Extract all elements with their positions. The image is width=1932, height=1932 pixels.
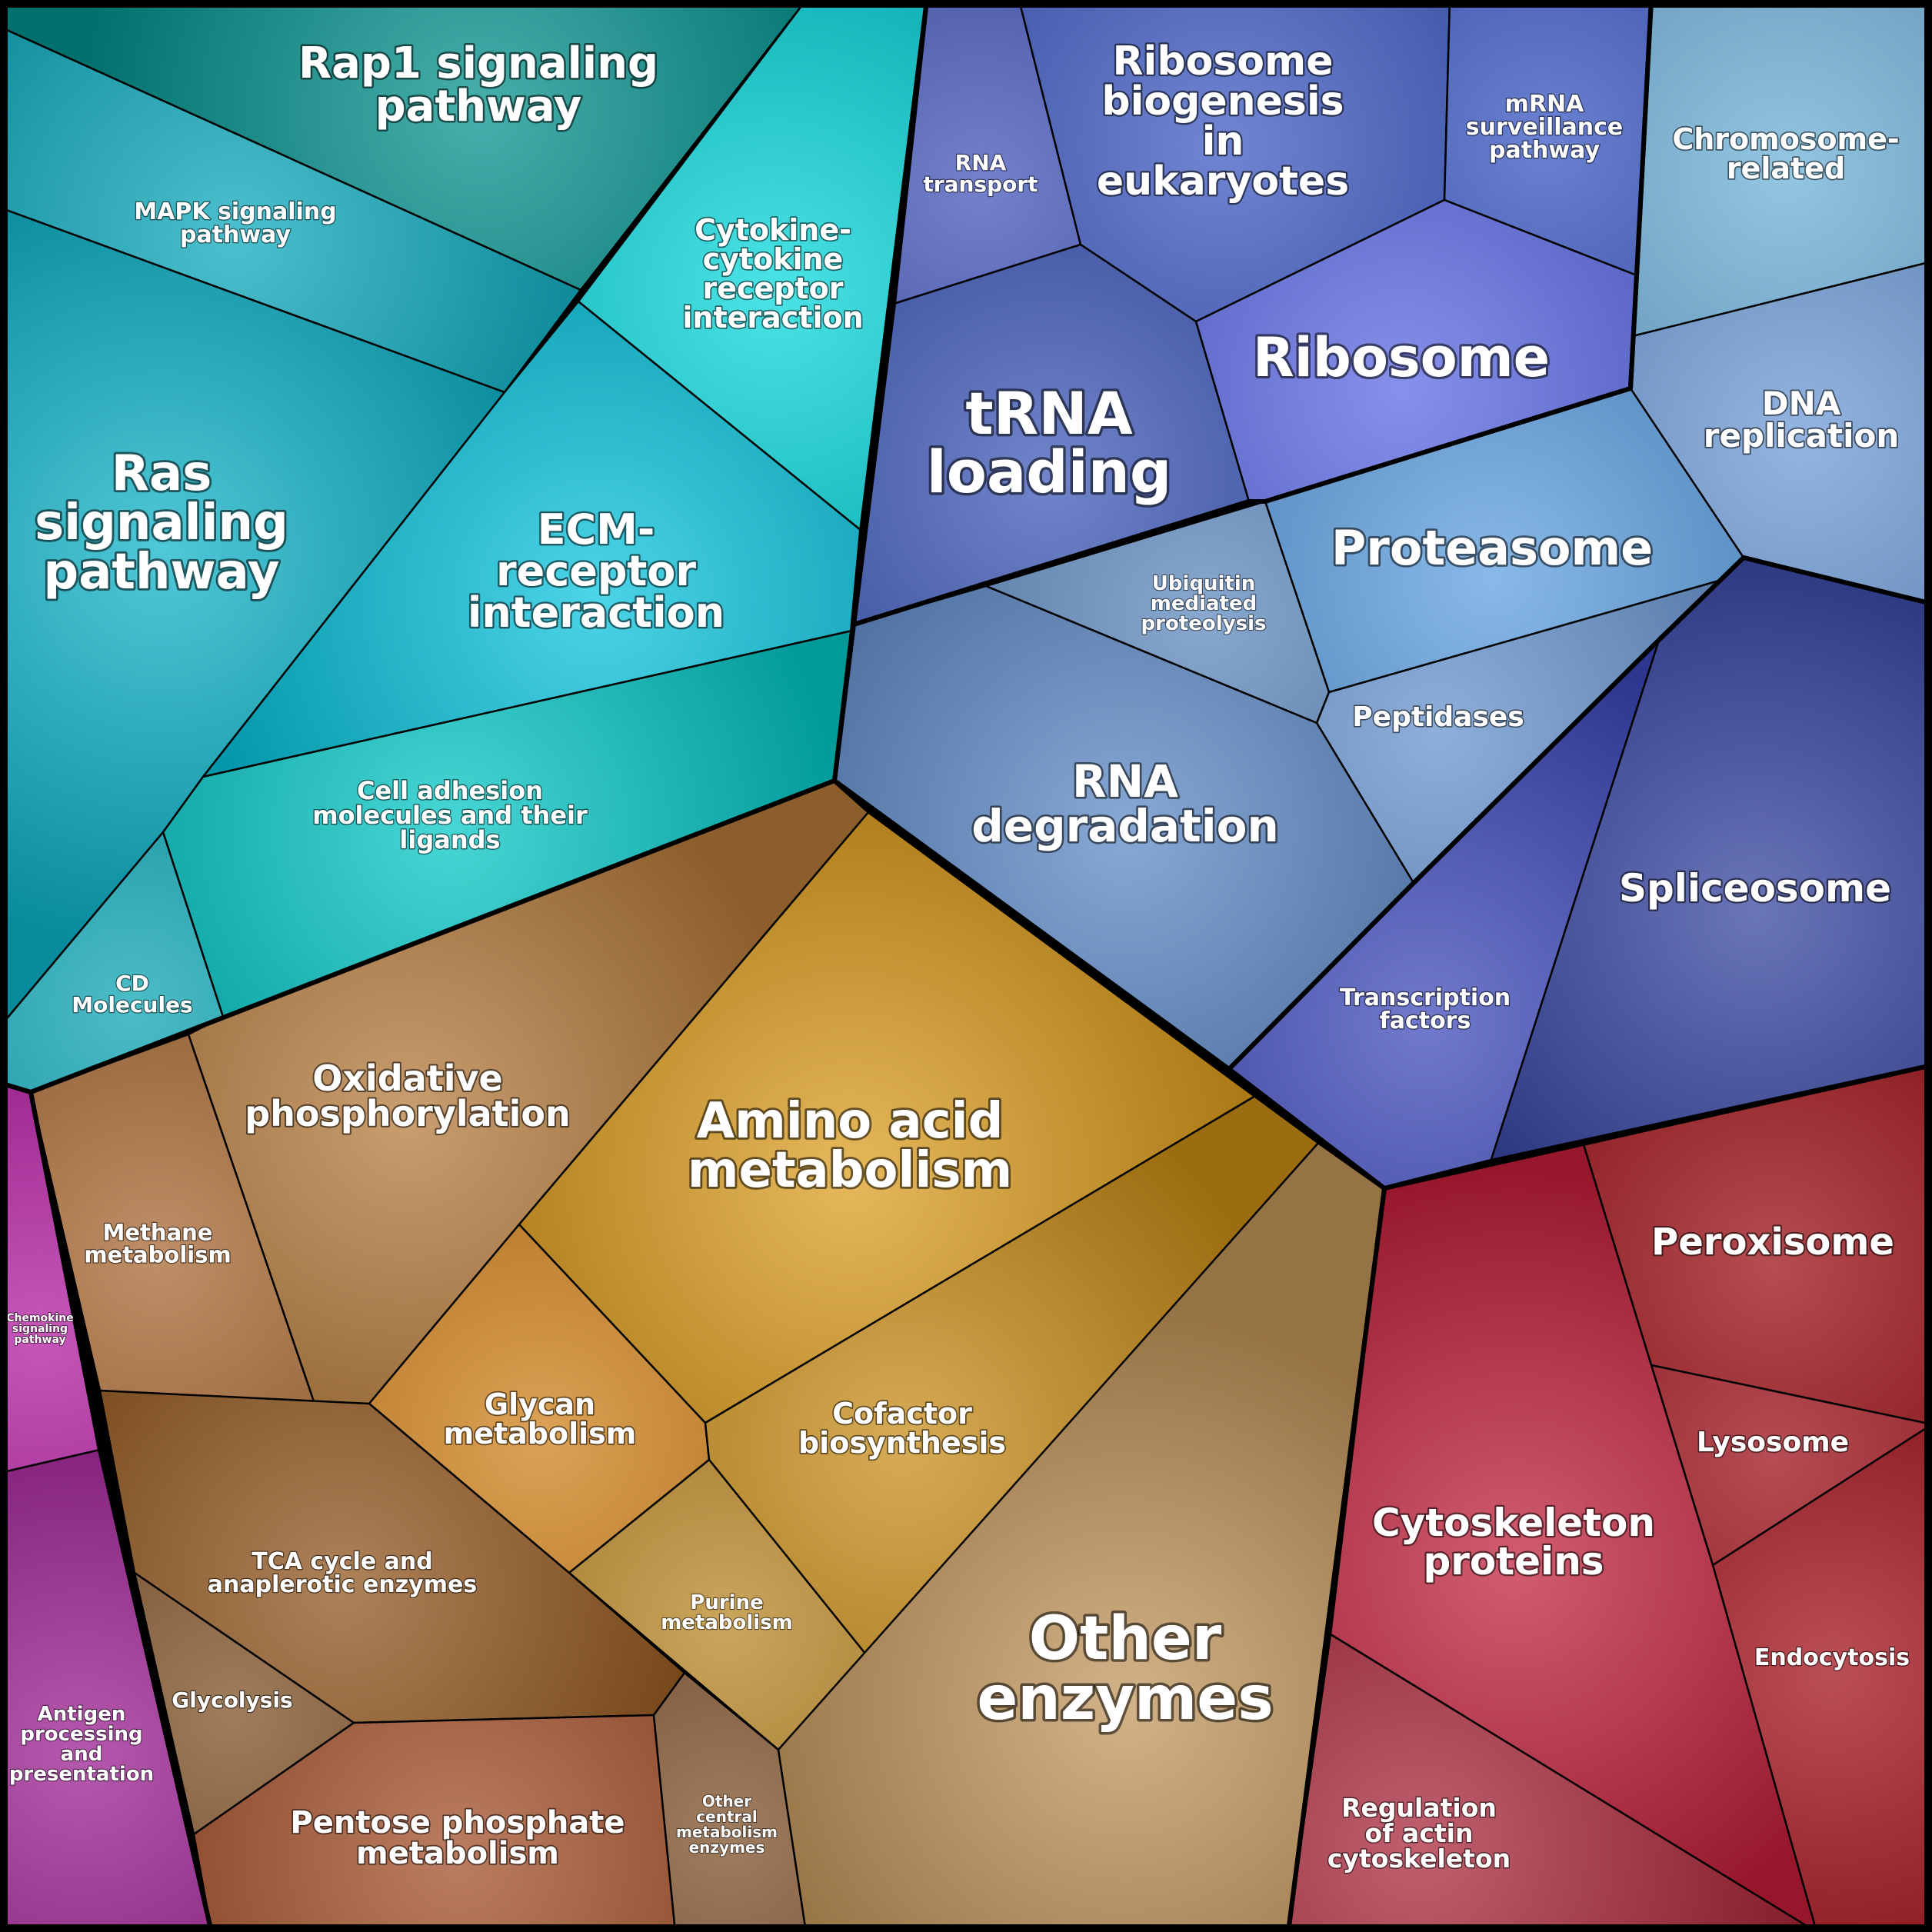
cell-label-oxphos: Oxidative phosphorylation xyxy=(245,1058,571,1134)
cell-label-endocytosis: Endocytosis xyxy=(1754,1644,1910,1671)
group-border-cellular xyxy=(1286,1063,1932,1932)
cell-label-methane: Methane metabolism xyxy=(84,1220,231,1268)
cell-label-rnadeg: RNA degradation xyxy=(971,755,1279,852)
cell-label-purine: Purine metabolism xyxy=(661,1591,793,1634)
cell-label-antigen: Antigen processing and presentation xyxy=(9,1703,154,1786)
cell-label-rap1: Rap1 signaling pathway xyxy=(298,38,658,132)
cell-label-peroxisome: Peroxisome xyxy=(1651,1221,1894,1264)
cell-label-cofactor: Cofactor biosynthesis xyxy=(798,1397,1006,1460)
cell-label-ribosome: Ribosome xyxy=(1253,326,1550,389)
cell-antigen xyxy=(0,1448,213,1932)
cell-label-chemokine: Chemokine signaling pathway xyxy=(6,1312,74,1346)
cell-label-proteasome: Proteasome xyxy=(1331,520,1653,576)
cell-label-mrna: mRNA surveillance pathway xyxy=(1466,91,1624,164)
cell-label-glycolysis: Glycolysis xyxy=(172,1687,292,1713)
cell-label-pentose: Pentose phosphate metabolism xyxy=(290,1805,625,1871)
cell-label-peptidases: Peptidases xyxy=(1352,701,1524,733)
cell-label-ecm: ECM-receptor interaction xyxy=(468,505,724,637)
cell-label-othercentral: Other central metabolism enzymes xyxy=(676,1792,778,1857)
labels-layer: Rap1 signaling pathway MAPK signaling pathw… xyxy=(5,36,1910,1874)
cell-label-lysosome: Lysosome xyxy=(1697,1427,1849,1458)
cell-label-cd: CD Molecules xyxy=(72,971,192,1018)
cell-label-chromosome: Chromosome-related xyxy=(1672,122,1899,185)
cell-label-mapk: MAPK signaling pathway xyxy=(134,198,336,248)
cell-label-cytokine: Cytokine-cytokine receptor interaction xyxy=(682,213,863,335)
cell-label-dnarep: DNA replication xyxy=(1704,385,1900,455)
cell-label-tca: TCA cycle and anaplerotic enzymes xyxy=(208,1548,477,1598)
cell-label-spliceosome: Spliceosome xyxy=(1619,866,1891,911)
cell-label-transcription: Transcription factors xyxy=(1340,984,1511,1034)
cell-label-trna: tRNA loading xyxy=(927,379,1172,506)
cell-label-celladh: Cell adhesion molecules and their ligands xyxy=(312,776,588,854)
group-border-immune xyxy=(0,1081,214,1932)
cell-label-cytoskel: Cytoskeleton proteins xyxy=(1372,1501,1655,1584)
cell-label-actin: Regulation of actin cytoskeleton xyxy=(1327,1793,1511,1874)
cell-label-aminoacid: Amino acid metabolism xyxy=(688,1093,1012,1199)
cell-label-ras: Ras signaling pathway xyxy=(35,445,288,601)
cell-label-ribobio: Ribosome biogenesis in eukaryotes xyxy=(1097,38,1349,205)
cell-label-glycan: Glycan metabolism xyxy=(444,1387,637,1451)
cell-label-otherenz: Other enzymes xyxy=(977,1604,1273,1734)
cell-label-ubiquitin: Ubiquitin mediated proteolysis xyxy=(1141,572,1267,635)
cell-label-rnatransport: RNA transport xyxy=(923,150,1038,197)
